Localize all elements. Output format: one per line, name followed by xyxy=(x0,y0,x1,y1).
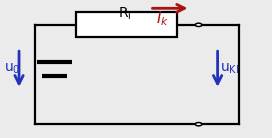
Text: u$_\mathregular{0}$: u$_\mathregular{0}$ xyxy=(4,62,20,76)
Circle shape xyxy=(195,123,202,126)
Bar xyxy=(76,12,177,37)
Text: I$_\mathregular{k}$: I$_\mathregular{k}$ xyxy=(156,10,169,28)
Text: R$_\mathregular{i}$: R$_\mathregular{i}$ xyxy=(118,6,132,22)
Circle shape xyxy=(195,23,202,26)
Text: u$_\mathregular{KI}$: u$_\mathregular{KI}$ xyxy=(220,62,240,76)
